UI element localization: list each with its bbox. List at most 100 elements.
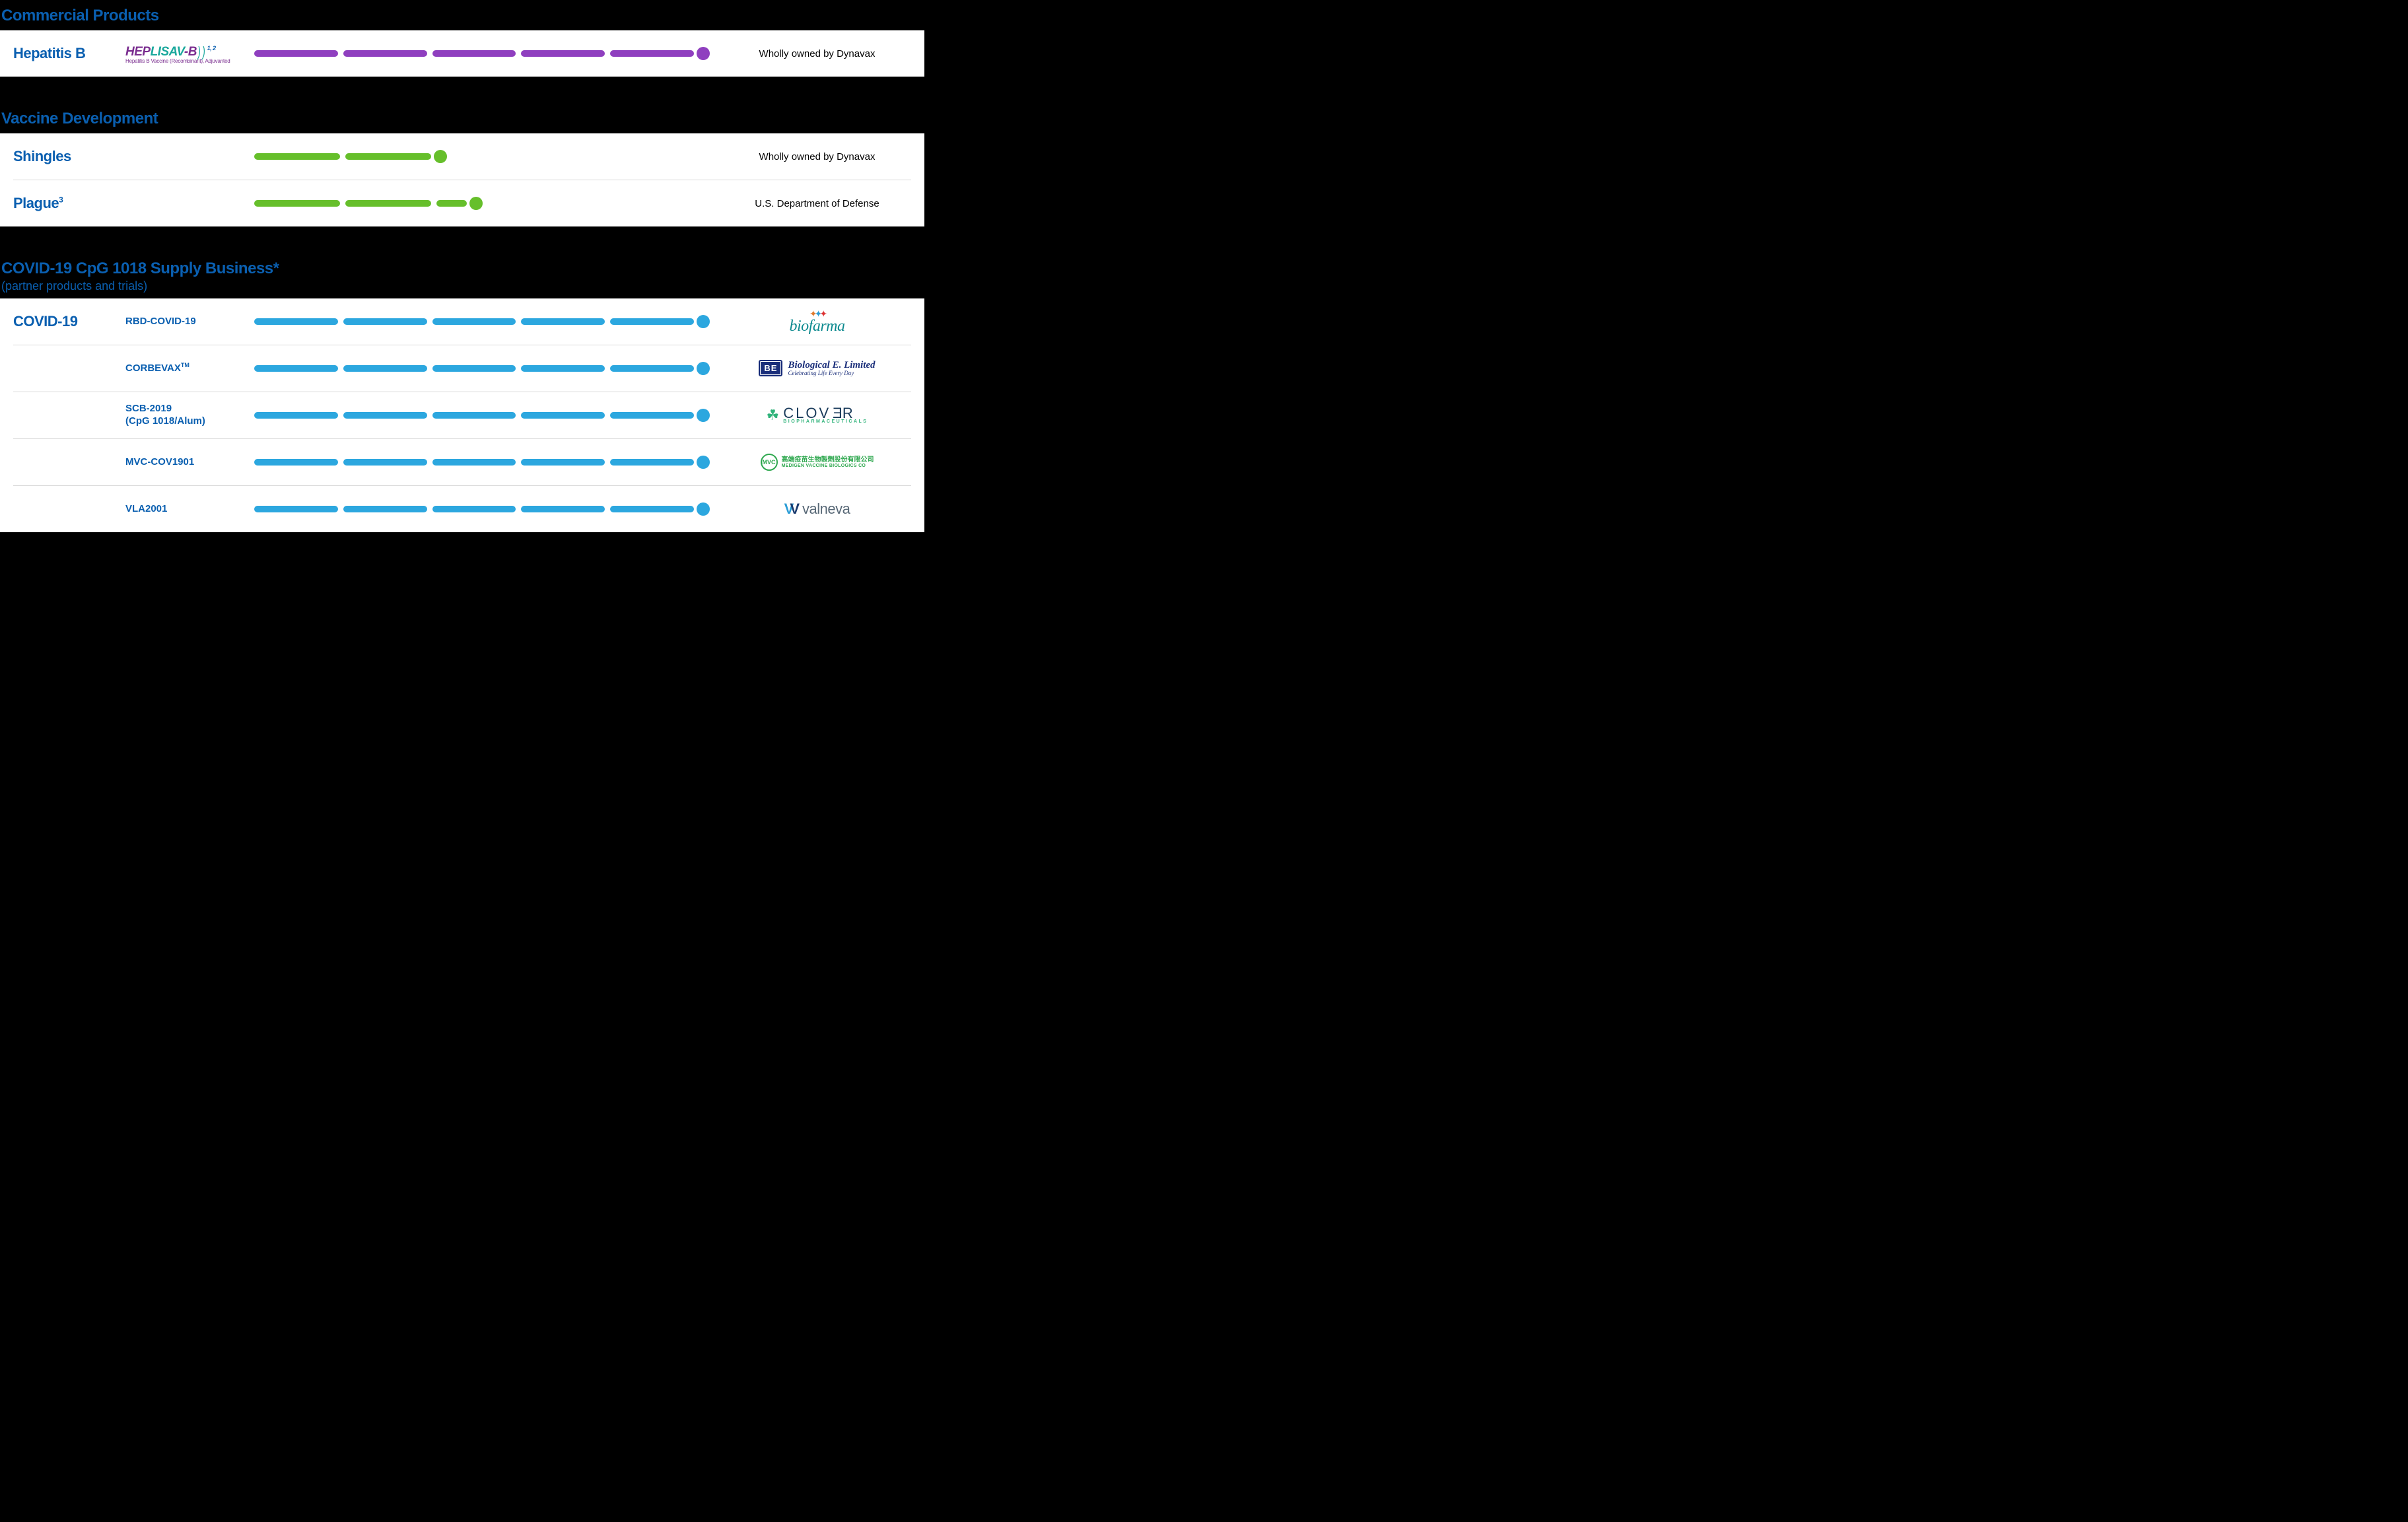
progress-dot xyxy=(469,197,483,210)
product-cell: RBD-COVID-19 xyxy=(125,316,254,328)
be-badge-icon: BE xyxy=(759,360,782,376)
section-title: Commercial Products xyxy=(0,7,924,25)
disease-label: Hepatitis B xyxy=(13,45,125,62)
progress-segment xyxy=(521,506,605,512)
progress-segment xyxy=(610,50,694,57)
progress-segment xyxy=(610,365,694,372)
partner-cell: BE Biological E. LimitedCelebrating Life … xyxy=(710,360,911,377)
progress-segment xyxy=(521,412,605,419)
progress-segment xyxy=(345,153,431,160)
valneva-v-icon: VV xyxy=(784,501,796,518)
progress-segment xyxy=(610,318,694,325)
be-line1: Biological E. Limited xyxy=(788,360,875,371)
progress-segment xyxy=(610,506,694,512)
clover-logo: ☘CLOVERBIOPHARMACEUTICALS xyxy=(767,407,868,424)
progress-chart xyxy=(254,362,710,375)
partner-text: U.S. Department of Defense xyxy=(755,198,879,209)
section-rows: Hepatitis BHEPLISAV-B))1, 2Hepatitis B V… xyxy=(0,30,924,77)
progress-dot xyxy=(697,47,710,60)
section-header: COVID-19 CpG 1018 Supply Business*(partn… xyxy=(0,253,924,298)
progress-segment xyxy=(432,412,516,419)
mvc-line1: 高端疫苗生物製劑股份有限公司 xyxy=(782,456,874,464)
progress-segment xyxy=(432,365,516,372)
be-line2: Celebrating Life Every Day xyxy=(788,370,875,377)
partner-cell: Wholly owned by Dynavax xyxy=(710,151,911,162)
progress-segment xyxy=(436,200,467,207)
clover-line1: CLOVER xyxy=(783,407,868,420)
partner-cell: Wholly owned by Dynavax xyxy=(710,48,911,59)
section-gap xyxy=(0,77,924,103)
clover-line2: BIOPHARMACEUTICALS xyxy=(783,420,868,424)
partner-text: Wholly owned by Dynavax xyxy=(759,48,876,59)
progress-chart xyxy=(254,197,710,210)
progress-dot xyxy=(697,315,710,328)
progress-segment xyxy=(343,318,427,325)
pipeline-row: Plague3 U.S. Department of Defense xyxy=(0,180,924,226)
partner-cell: VVvalneva xyxy=(710,501,911,518)
clover-icon: ☘ xyxy=(767,407,780,424)
progress-chart xyxy=(254,502,710,516)
partner-cell: MVC 高端疫苗生物製劑股份有限公司MEDIGEN VACCINE BIOLOGI… xyxy=(710,454,911,471)
pipeline-row: ShinglesWholly owned by Dynavax xyxy=(0,133,924,180)
progress-segment xyxy=(343,50,427,57)
progress-dot xyxy=(697,502,710,516)
progress-chart xyxy=(254,456,710,469)
section-title: Vaccine Development xyxy=(0,110,924,128)
biofarma-text: biofarma xyxy=(789,318,844,334)
progress-segment xyxy=(610,459,694,466)
progress-segment xyxy=(254,365,338,372)
progress-segment xyxy=(521,318,605,325)
partner-text: Wholly owned by Dynavax xyxy=(759,151,876,162)
pipeline-row: COVID-19RBD-COVID-19 ✦✦✦biofarma xyxy=(0,298,924,345)
progress-chart xyxy=(254,315,710,328)
progress-segment xyxy=(254,50,338,57)
progress-segment xyxy=(432,50,516,57)
progress-segment xyxy=(343,506,427,512)
disease-label: COVID-19 xyxy=(13,313,125,330)
progress-segment xyxy=(343,365,427,372)
progress-chart xyxy=(254,47,710,60)
progress-segment xyxy=(610,412,694,419)
progress-segment xyxy=(432,506,516,512)
section-gap xyxy=(0,226,924,253)
valneva-text: valneva xyxy=(798,501,850,518)
section-header: Vaccine Development xyxy=(0,103,924,133)
pipeline-row: Hepatitis BHEPLISAV-B))1, 2Hepatitis B V… xyxy=(0,30,924,77)
valneva-logo: VVvalneva xyxy=(784,501,850,518)
pipeline-row: VLA2001 VVvalneva xyxy=(0,486,924,532)
section-rows: COVID-19RBD-COVID-19 ✦✦✦biofarma CORBEVAXT… xyxy=(0,298,924,532)
section-subtitle: (partner products and trials) xyxy=(0,279,924,293)
pipeline-row: CORBEVAXTM BE Biological E. LimitedCelebra… xyxy=(0,345,924,392)
product-cell: CORBEVAXTM xyxy=(125,362,254,375)
pipeline-row: MVC-COV1901 MVC 高端疫苗生物製劑股份有限公司MEDIGEN VACC… xyxy=(0,439,924,485)
product-cell: VLA2001 xyxy=(125,503,254,516)
mvc-circle-icon: MVC xyxy=(761,454,778,471)
mvc-line2: MEDIGEN VACCINE BIOLOGICS CO xyxy=(782,464,874,469)
biological-e-logo: BE Biological E. LimitedCelebrating Life … xyxy=(759,360,875,377)
progress-segment xyxy=(254,318,338,325)
section-title: COVID-19 CpG 1018 Supply Business* xyxy=(0,259,924,278)
spark-icon: ✦✦✦ xyxy=(789,309,844,318)
progress-segment xyxy=(254,412,338,419)
progress-segment xyxy=(343,459,427,466)
progress-dot xyxy=(697,456,710,469)
section-header: Commercial Products xyxy=(0,0,924,30)
pipeline-row: SCB-2019(CpG 1018/Alum)☘CLOVERBIOPHARMAC… xyxy=(0,392,924,438)
mvc-logo: MVC 高端疫苗生物製劑股份有限公司MEDIGEN VACCINE BIOLOGI… xyxy=(761,454,874,471)
progress-segment xyxy=(521,50,605,57)
progress-chart xyxy=(254,150,710,163)
product-cell: MVC-COV1901 xyxy=(125,456,254,469)
progress-segment xyxy=(254,506,338,512)
disease-label: Plague3 xyxy=(13,195,125,212)
product-cell: HEPLISAV-B))1, 2Hepatitis B Vaccine (Rec… xyxy=(125,44,254,64)
partner-cell: ☘CLOVERBIOPHARMACEUTICALS xyxy=(710,407,911,424)
heplisav-subtitle: Hepatitis B Vaccine (Recombinant), Adjuv… xyxy=(125,59,254,64)
partner-cell: U.S. Department of Defense xyxy=(710,198,911,209)
progress-chart xyxy=(254,409,710,422)
biofarma-logo: ✦✦✦biofarma xyxy=(789,309,844,334)
section-rows: ShinglesWholly owned by Dynavax Plague3 U.… xyxy=(0,133,924,226)
progress-segment xyxy=(254,459,338,466)
progress-segment xyxy=(254,200,340,207)
progress-dot xyxy=(434,150,447,163)
progress-segment xyxy=(343,412,427,419)
